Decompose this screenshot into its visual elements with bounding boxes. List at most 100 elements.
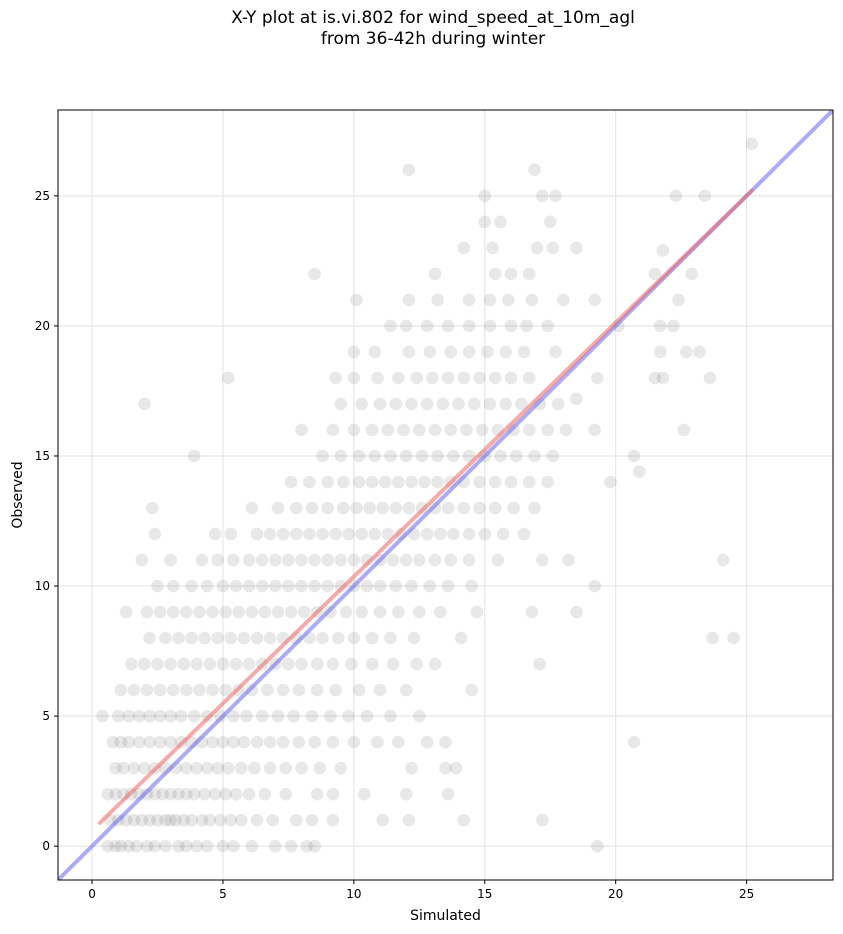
data-point [234,813,248,827]
data-point [473,371,486,385]
y-tick-label: 25 [35,189,50,203]
data-point [418,475,431,489]
data-point [143,709,156,723]
y-tick-label: 10 [35,579,50,593]
data-point [698,189,712,203]
data-point [360,579,374,593]
data-point [151,579,164,593]
data-point [221,371,235,385]
data-point [528,163,541,177]
data-point [179,839,193,853]
data-point [258,787,272,801]
data-point [190,761,204,775]
data-point [331,631,345,645]
data-point [428,267,442,281]
data-point [321,579,334,593]
data-point [111,709,125,723]
data-point [159,631,172,645]
data-point [528,501,541,515]
data-point [494,449,507,463]
data-point [355,527,369,541]
grid [58,110,833,880]
data-point [164,657,177,671]
data-point [426,371,439,385]
data-point [342,709,355,723]
data-point [428,423,442,437]
data-point [365,657,379,671]
data-point [483,397,497,411]
data-point [323,709,337,723]
data-point [289,527,303,541]
data-point [211,553,225,567]
data-point [473,501,486,515]
data-point [255,579,269,593]
data-point [522,423,536,437]
data-point [405,397,418,411]
data-point [279,761,293,775]
data-point [153,605,167,619]
data-point [224,631,238,645]
data-point [347,553,361,567]
data-point [313,761,327,775]
data-point [109,787,122,801]
data-point [164,787,177,801]
data-point [308,735,321,749]
data-point [386,553,400,567]
data-point [310,787,324,801]
data-point [591,839,604,853]
data-point [242,657,256,671]
data-point [488,501,502,515]
data-point [381,527,395,541]
data-point [240,709,253,723]
data-point [392,735,405,749]
data-point [423,345,437,359]
data-point [570,605,583,619]
data-point [413,423,426,437]
data-point [269,553,282,567]
data-point [261,683,274,697]
data-point [520,319,533,333]
data-point [384,449,397,463]
data-point [462,345,476,359]
data-point [326,423,340,437]
data-point [174,709,188,723]
data-point [279,787,293,801]
data-point [546,449,560,463]
data-point [219,605,232,619]
data-point [179,761,193,775]
data-point [399,449,413,463]
data-point [358,787,371,801]
data-point [255,709,269,723]
data-point [250,631,264,645]
data-point [536,813,549,827]
data-point [350,293,363,307]
data-point [282,657,295,671]
data-point [402,293,416,307]
data-point [373,683,387,697]
data-point [525,293,539,307]
data-point [221,761,235,775]
data-point [384,631,397,645]
data-point [680,345,693,359]
data-point [334,397,348,411]
data-point [211,761,225,775]
data-point [276,527,290,541]
data-point [138,657,151,671]
data-point [334,449,348,463]
data-point [397,423,410,437]
data-point [138,761,151,775]
data-point [392,475,405,489]
data-point [321,475,334,489]
data-point [185,579,198,593]
data-point [517,527,531,541]
x-tick-label: 25 [739,887,754,901]
data-point [716,553,730,567]
data-point [96,709,109,723]
data-point [475,423,489,437]
data-point [648,371,662,385]
data-point [342,527,355,541]
data-point [410,371,423,385]
data-point [494,215,507,229]
data-point [656,371,670,385]
data-point [570,392,583,406]
